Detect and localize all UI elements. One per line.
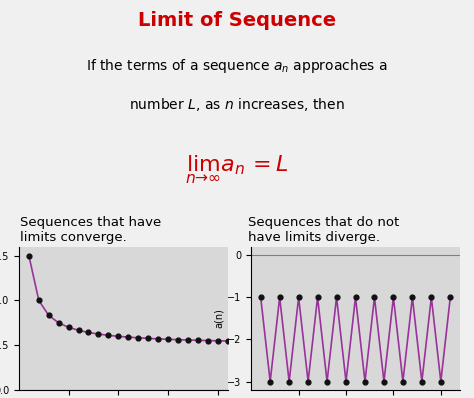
Point	[257, 294, 264, 300]
Point	[437, 378, 445, 385]
Point	[25, 253, 33, 259]
Point	[285, 378, 293, 385]
Point	[45, 312, 53, 318]
Point	[134, 335, 142, 341]
Point	[409, 294, 416, 300]
Point	[390, 294, 397, 300]
Point	[295, 294, 302, 300]
Point	[447, 294, 454, 300]
Point	[115, 333, 122, 339]
Point	[164, 336, 172, 342]
Point	[352, 294, 359, 300]
Point	[204, 338, 211, 344]
Point	[361, 378, 369, 385]
Point	[428, 294, 435, 300]
Point	[75, 327, 82, 334]
Point	[266, 378, 274, 385]
Point	[65, 324, 73, 330]
Point	[194, 337, 201, 343]
Point	[314, 294, 321, 300]
Point	[342, 378, 350, 385]
Point	[304, 378, 312, 385]
Text: Sequences that do not
have limits diverge.: Sequences that do not have limits diverg…	[248, 216, 400, 244]
Point	[144, 335, 152, 341]
Point	[418, 378, 426, 385]
Text: $\lim_{n\to\infty} a_n = L$: $\lim_{n\to\infty} a_n = L$	[185, 153, 289, 186]
Point	[174, 336, 182, 343]
Point	[55, 320, 63, 326]
Point	[184, 337, 191, 343]
Point	[224, 338, 231, 344]
Text: Limit of Sequence: Limit of Sequence	[138, 11, 336, 30]
Point	[35, 297, 43, 304]
Y-axis label: a(n): a(n)	[214, 308, 224, 328]
Text: If the terms of a sequence $a_n$ approaches a: If the terms of a sequence $a_n$ approac…	[86, 57, 388, 75]
Text: number $L$, as $n$ increases, then: number $L$, as $n$ increases, then	[129, 96, 345, 113]
Point	[124, 334, 132, 340]
Point	[95, 331, 102, 337]
Point	[85, 329, 92, 336]
Point	[333, 294, 340, 300]
Point	[214, 338, 221, 344]
Point	[276, 294, 283, 300]
Point	[380, 378, 388, 385]
Point	[323, 378, 331, 385]
Point	[371, 294, 378, 300]
Point	[154, 336, 162, 342]
Point	[399, 378, 407, 385]
Point	[105, 332, 112, 338]
Text: Sequences that have
limits converge.: Sequences that have limits converge.	[20, 216, 161, 244]
